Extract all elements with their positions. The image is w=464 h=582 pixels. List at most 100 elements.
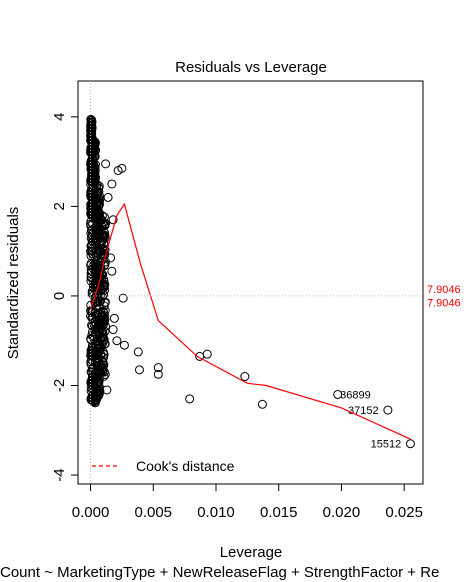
- data-point: [99, 316, 109, 326]
- data-point: [86, 190, 96, 200]
- data-point: [87, 241, 97, 251]
- data-point: [333, 389, 343, 399]
- data-point: [153, 363, 163, 373]
- data-point: [108, 215, 118, 225]
- data-point: [94, 382, 104, 392]
- x-tick-label: 0.020: [323, 504, 361, 521]
- data-points: 36899 37152 15512: [86, 114, 415, 451]
- data-point: [100, 311, 110, 321]
- point-label-15512: 15512: [371, 439, 402, 451]
- data-point: [112, 336, 122, 346]
- data-point: [87, 394, 97, 404]
- data-point: [118, 293, 128, 303]
- data-point: [92, 230, 102, 240]
- data-point: [113, 166, 123, 176]
- data-point: [87, 135, 97, 145]
- data-point: [88, 313, 98, 323]
- x-tick-label: 0.005: [134, 504, 172, 521]
- data-point: [88, 156, 97, 166]
- y-tick-label: -2: [51, 379, 68, 392]
- x-tick-label: 0.015: [260, 504, 298, 521]
- cooks-contour-and-smoother: 7.9046 7.9046: [89, 202, 461, 440]
- data-point: [119, 340, 129, 350]
- data-point: [99, 281, 109, 291]
- data-point: [92, 262, 102, 271]
- data-point: [87, 177, 96, 187]
- data-point: [93, 289, 103, 299]
- point-label-36899: 36899: [340, 389, 371, 401]
- data-point: [86, 176, 96, 186]
- data-point: [405, 439, 415, 449]
- data-point: [91, 393, 101, 402]
- data-point: [93, 293, 103, 303]
- x-axis-label: Leverage: [220, 544, 283, 561]
- data-point: [90, 138, 100, 148]
- model-formula-subtitle: Count ~ MarketingType + NewReleaseFlag +…: [0, 564, 439, 581]
- x-tick-label: 0.025: [385, 504, 423, 521]
- data-point: [133, 347, 143, 357]
- data-point: [88, 142, 98, 152]
- data-point: [93, 353, 102, 363]
- data-point: [98, 347, 108, 357]
- data-point: [90, 271, 100, 281]
- data-point: [240, 372, 250, 382]
- y-tick-label: -4: [51, 468, 68, 481]
- data-point: [102, 385, 112, 395]
- axes: 0.000 0.005 0.010 0.015 0.020 0.025 -4 -2 0 2 4: [51, 81, 423, 521]
- data-point: [97, 311, 107, 321]
- data-point: [97, 314, 107, 324]
- data-point: [89, 276, 98, 286]
- point-label-37152: 37152: [348, 405, 379, 417]
- y-axis-label: Standardized residuals: [5, 207, 22, 360]
- data-point: [103, 192, 113, 202]
- data-point: [99, 353, 109, 362]
- data-point: [100, 327, 110, 336]
- data-point: [100, 221, 110, 230]
- data-point: [100, 305, 110, 315]
- y-tick-label: 0: [51, 292, 68, 300]
- data-point: [89, 177, 99, 187]
- data-point: [99, 367, 109, 377]
- data-point: [94, 354, 104, 364]
- data-point: [92, 255, 102, 265]
- cooks-contour-label-upper: 7.9046: [427, 284, 461, 296]
- y-tick-label: 2: [51, 202, 68, 210]
- chart-title: Residuals vs Leverage: [175, 59, 327, 76]
- data-point: [383, 405, 393, 415]
- data-point: [86, 200, 96, 209]
- data-point: [101, 159, 111, 169]
- loess-smoother-line: [89, 202, 411, 440]
- data-point: [87, 225, 96, 235]
- data-point: [100, 339, 110, 349]
- data-point: [92, 323, 102, 333]
- data-point: [108, 325, 118, 335]
- data-point: [99, 239, 109, 248]
- legend-entry-cooks-distance: Cook's distance: [136, 458, 235, 474]
- legend: Cook's distance: [92, 458, 235, 474]
- data-point: [107, 266, 117, 276]
- data-point: [91, 182, 101, 192]
- data-point: [90, 143, 99, 153]
- data-point: [153, 369, 163, 379]
- data-point: [195, 351, 205, 361]
- data-point: [92, 329, 102, 339]
- data-point: [87, 153, 97, 163]
- data-point: [98, 333, 108, 343]
- data-point: [90, 162, 100, 172]
- data-point: [107, 179, 117, 189]
- data-point: [90, 325, 100, 335]
- data-point: [101, 321, 110, 331]
- data-point: [99, 301, 109, 311]
- y-tick-label: 4: [51, 113, 68, 121]
- data-point: [185, 394, 195, 404]
- x-tick-label: 0.000: [72, 504, 110, 521]
- data-point: [109, 313, 119, 323]
- data-point: [134, 365, 144, 375]
- data-point: [87, 121, 97, 131]
- data-point: [87, 165, 97, 175]
- data-point: [257, 399, 267, 409]
- data-point: [87, 375, 97, 385]
- data-point: [95, 367, 105, 377]
- data-point: [88, 346, 98, 356]
